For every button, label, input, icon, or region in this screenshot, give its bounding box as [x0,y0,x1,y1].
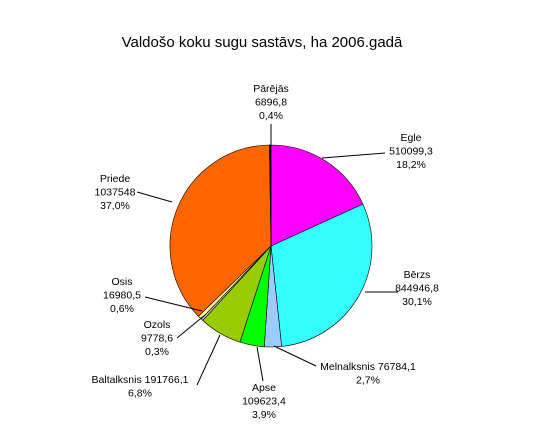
slice-label-parejas: Pārējās 6896,8 0,4% [253,83,289,122]
slice-label-osis: Osis 16980,5 0,6% [103,276,141,315]
leader-line-egle [321,152,386,159]
leader-line-priede [136,191,173,203]
leader-line-ozols [176,314,206,339]
slice-label-priede: Priede 1037548 37,0% [95,173,136,212]
slice-label-apse: Apse 109623,4 3,9% [242,382,286,421]
leader-line-osis [144,296,203,312]
slice-label-ozols: Ozols 9778,6 0,3% [141,319,173,358]
slice-label-melnalksnis: Melnalksnis 76784,1 2,7% [320,361,416,387]
pie-slice-egle [270,144,364,247]
leader-line-baltalksnis [196,334,221,386]
pie-slice-berzs [270,203,373,347]
slice-label-baltalksnis: Baltalksnis 191766,1 6,8% [92,374,189,400]
leader-line-apse [256,346,264,382]
slices-layer [169,144,373,348]
pie-slice-priede [169,144,272,317]
slice-label-egle: Egle 510099,3 18,2% [389,132,433,171]
chart-title: Valdošo koku sugu sastāvs, ha 2006.gadā [122,34,403,51]
slice-labels: Egle 510099,3 18,2% Bērzs 844946,8 30,1% Melna… [92,83,440,421]
slice-label-berzs: Bērzs 844946,8 30,1% [395,269,439,308]
leader-line-melnalksnis [273,345,317,367]
leader-lines [136,124,398,386]
